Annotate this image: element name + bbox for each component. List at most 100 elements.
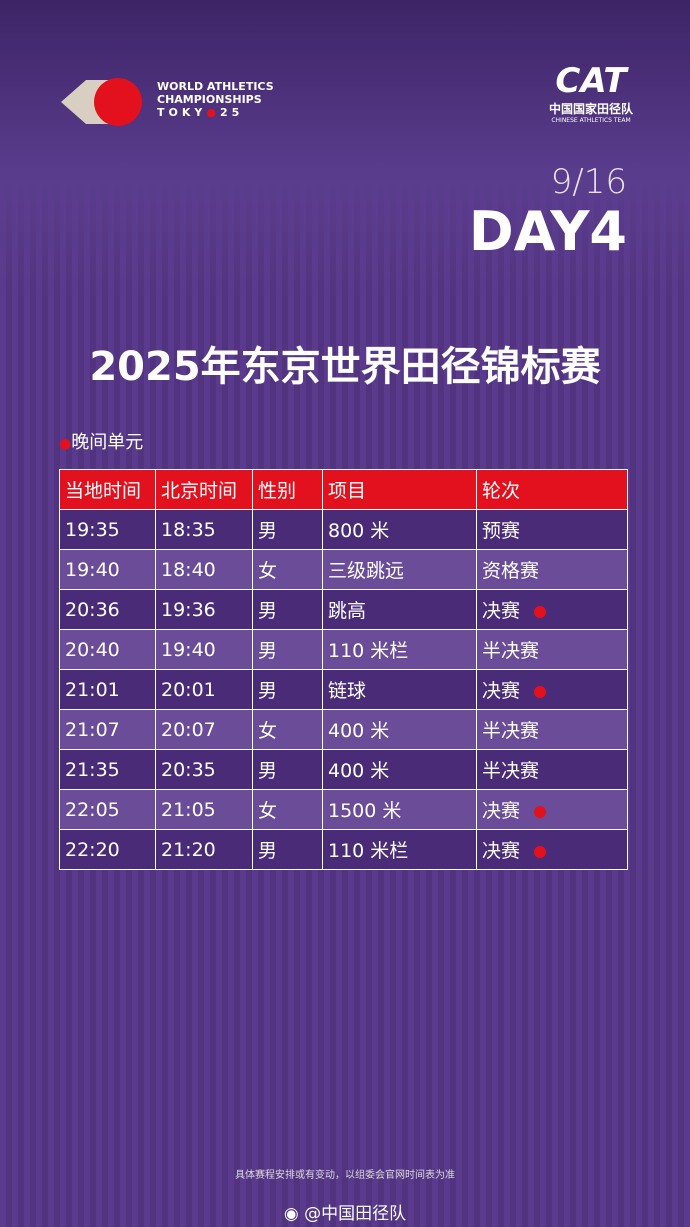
date: 9/16 (550, 162, 627, 202)
table-cell: 女 (252, 789, 323, 830)
cell-text: 19:40 (161, 638, 216, 661)
table-cell: 800 米 (322, 509, 477, 550)
logo-line: 25 (219, 106, 244, 119)
final-dot (534, 845, 547, 858)
table-cell: 三级跳远 (322, 549, 477, 590)
table-row: 21:01 20:01 男 链球 决赛 (59, 669, 628, 710)
table-row: 22:05 21:05 女 1500 米 决赛 (59, 789, 628, 830)
table-cell: 男 (252, 629, 323, 670)
footnote: 具体赛程安排或有变动，以组委会官网时间表为准 (235, 1170, 455, 1181)
account: ◉ @中国田径队 (283, 1204, 407, 1224)
cell-text: 男 (258, 640, 278, 662)
cell-text: 决赛 (482, 680, 521, 702)
table-cell: 半决赛 (476, 709, 628, 750)
cell-text: 男 (258, 840, 278, 862)
table-cell: 跳高 (322, 589, 477, 630)
event-logo-text: WORLD ATHLETICS CHAMPIONSHIPS TOKY●25 (157, 80, 274, 119)
table-cell: 18:40 (155, 549, 253, 590)
cell-text: 21:05 (161, 798, 216, 821)
cell-text: 18:40 (161, 558, 216, 581)
cell-text: 21:07 (65, 718, 120, 741)
table-cell: 20:36 (59, 589, 156, 630)
table-cell: 决赛 (476, 589, 628, 630)
table-row: 21:07 20:07 女 400 米 半决赛 (59, 709, 628, 750)
table-cell: 19:36 (155, 589, 253, 630)
cell-text: 22:05 (65, 798, 120, 821)
table-cell: 男 (252, 829, 323, 870)
logo-line: TOKY (157, 106, 207, 119)
table-cell: 半决赛 (476, 629, 628, 670)
schedule-table: 当地时间 北京时间 性别 项目 轮次 19:35 18:35 男 800 米预赛 19:… (59, 469, 628, 870)
cell-text: 20:40 (65, 638, 120, 661)
table-cell: 男 (252, 509, 323, 550)
cell-text: 110 米栏 (328, 640, 409, 662)
cell-text: 男 (258, 760, 278, 782)
table-cell: 预赛 (476, 509, 628, 550)
table-row: 21:35 20:35 男 400 米 半决赛 (59, 749, 628, 790)
table-cell: 男 (252, 669, 323, 710)
table-cell: 男 (252, 589, 323, 630)
cell-text: 女 (258, 800, 278, 822)
table-cell: 决赛 (476, 669, 628, 710)
cell-text: 预赛 (482, 520, 521, 542)
table-cell: 22:05 (59, 789, 156, 830)
cell-text: 女 (258, 720, 278, 742)
table-cell: 400 米 (322, 749, 477, 790)
cell-text: 男 (258, 520, 278, 542)
table-cell: 半决赛 (476, 749, 628, 790)
cell-text: 半决赛 (482, 640, 540, 662)
cell-text: 19:35 (65, 518, 120, 541)
stadium-bg (0, 0, 690, 300)
table-cell: 21:35 (59, 749, 156, 790)
final-dot (534, 805, 547, 818)
table-row: 20:40 19:40 男 110 米栏 半决赛 (59, 629, 628, 670)
cell-text: 19:40 (65, 558, 120, 581)
table-cell: 决赛 (476, 829, 628, 870)
cell-text: 女 (258, 560, 278, 582)
account-name: @中国田径队 (304, 1204, 407, 1224)
table-cell: 18:35 (155, 509, 253, 550)
cell-text: 男 (258, 680, 278, 702)
table-cell: 110 米栏 (322, 829, 477, 870)
team-name: 中国国家田径队 (548, 102, 633, 116)
table-row: 22:20 21:20 男 110 米栏 决赛 (59, 829, 628, 870)
table-cell: 19:40 (155, 629, 253, 670)
cell-text: 资格赛 (482, 560, 540, 582)
table-cell: 21:01 (59, 669, 156, 710)
column-header: 当地时间 (59, 469, 156, 510)
cell-text: 800 米 (328, 520, 390, 542)
table-cell: 21:05 (155, 789, 253, 830)
table-cell: 20:01 (155, 669, 253, 710)
table-cell: 19:35 (59, 509, 156, 550)
session: ●晚间单元 (59, 432, 144, 453)
cell-text: 决赛 (482, 840, 521, 862)
column-header: 性别 (252, 469, 323, 510)
table-cell: 20:07 (155, 709, 253, 750)
cell-text: 20:01 (161, 678, 216, 701)
table-cell: 20:35 (155, 749, 253, 790)
table-cell: 资格赛 (476, 549, 628, 590)
final-dot (534, 685, 547, 698)
day: DAY4 (468, 200, 627, 263)
team-logo: CAT 中国国家田径队 CHINESE ATHLETICS TEAM (536, 62, 646, 124)
cell-text: 18:35 (161, 518, 216, 541)
cell-text: 21:01 (65, 678, 120, 701)
table-cell: 20:40 (59, 629, 156, 670)
cell-text: 20:07 (161, 718, 216, 741)
table-row: 19:40 18:40 女 三级跳远 资格赛 (59, 549, 628, 590)
table-cell: 链球 (322, 669, 477, 710)
session-label: 晚间单元 (71, 432, 144, 453)
table-cell: 1500 米 (322, 789, 477, 830)
final-dot (534, 605, 547, 618)
cell-text: 决赛 (482, 800, 521, 822)
cell-text: 400 米 (328, 760, 390, 782)
table-cell: 女 (252, 709, 323, 750)
cell-text: 跳高 (328, 600, 367, 622)
team-name-en: CHINESE ATHLETICS TEAM (551, 117, 631, 124)
event-logo-mark (61, 78, 142, 126)
cell-text: 20:36 (65, 598, 120, 621)
column-header: 轮次 (476, 469, 628, 510)
column-header: 项目 (322, 469, 477, 510)
cell-text: 20:35 (161, 758, 216, 781)
